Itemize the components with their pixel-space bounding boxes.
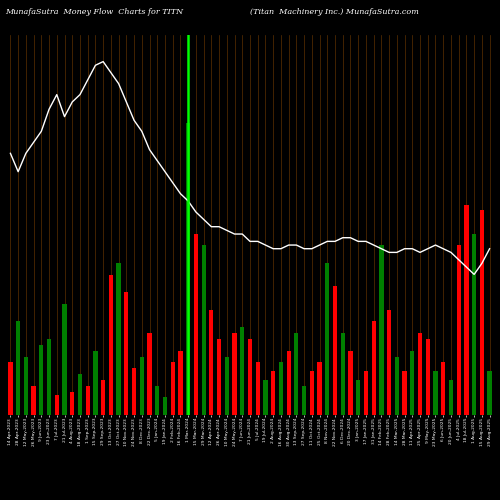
Bar [94, 350, 98, 415]
Bar [47, 339, 51, 415]
Bar [217, 339, 221, 415]
Bar [410, 350, 414, 415]
Bar [148, 333, 152, 415]
Bar [186, 122, 190, 415]
Bar [240, 328, 244, 415]
Bar [441, 362, 446, 415]
Bar [434, 371, 438, 415]
Bar [124, 292, 128, 415]
Bar [387, 310, 391, 415]
Bar [464, 204, 468, 415]
Bar [286, 350, 291, 415]
Bar [170, 362, 175, 415]
Bar [488, 371, 492, 415]
Bar [248, 339, 252, 415]
Bar [8, 362, 12, 415]
Bar [310, 371, 314, 415]
Bar [163, 398, 167, 415]
Bar [178, 350, 182, 415]
Bar [333, 286, 337, 415]
Bar [302, 386, 306, 415]
Bar [202, 246, 206, 415]
Bar [356, 380, 360, 415]
Bar [348, 350, 352, 415]
Bar [224, 356, 229, 415]
Bar [426, 339, 430, 415]
Bar [271, 371, 276, 415]
Bar [456, 246, 461, 415]
Bar [70, 392, 74, 415]
Bar [232, 333, 236, 415]
Text: (Titan  Machinery Inc.) MunafaSutra.com: (Titan Machinery Inc.) MunafaSutra.com [250, 8, 419, 16]
Bar [372, 322, 376, 415]
Bar [101, 380, 105, 415]
Bar [340, 333, 345, 415]
Bar [16, 322, 20, 415]
Bar [54, 394, 59, 415]
Bar [325, 263, 330, 415]
Bar [86, 386, 90, 415]
Bar [480, 210, 484, 415]
Bar [294, 333, 298, 415]
Bar [155, 386, 160, 415]
Text: MunafaSutra  Money Flow  Charts for TITN: MunafaSutra Money Flow Charts for TITN [5, 8, 183, 16]
Bar [364, 371, 368, 415]
Bar [209, 310, 214, 415]
Bar [449, 380, 453, 415]
Bar [24, 356, 28, 415]
Bar [380, 246, 384, 415]
Bar [78, 374, 82, 415]
Bar [140, 356, 144, 415]
Bar [32, 386, 36, 415]
Bar [132, 368, 136, 415]
Bar [318, 362, 322, 415]
Bar [402, 371, 406, 415]
Bar [62, 304, 66, 415]
Bar [279, 362, 283, 415]
Bar [394, 356, 399, 415]
Bar [116, 263, 120, 415]
Bar [39, 345, 44, 415]
Bar [256, 362, 260, 415]
Bar [418, 333, 422, 415]
Bar [194, 234, 198, 415]
Bar [264, 380, 268, 415]
Bar [472, 234, 476, 415]
Bar [109, 274, 113, 415]
